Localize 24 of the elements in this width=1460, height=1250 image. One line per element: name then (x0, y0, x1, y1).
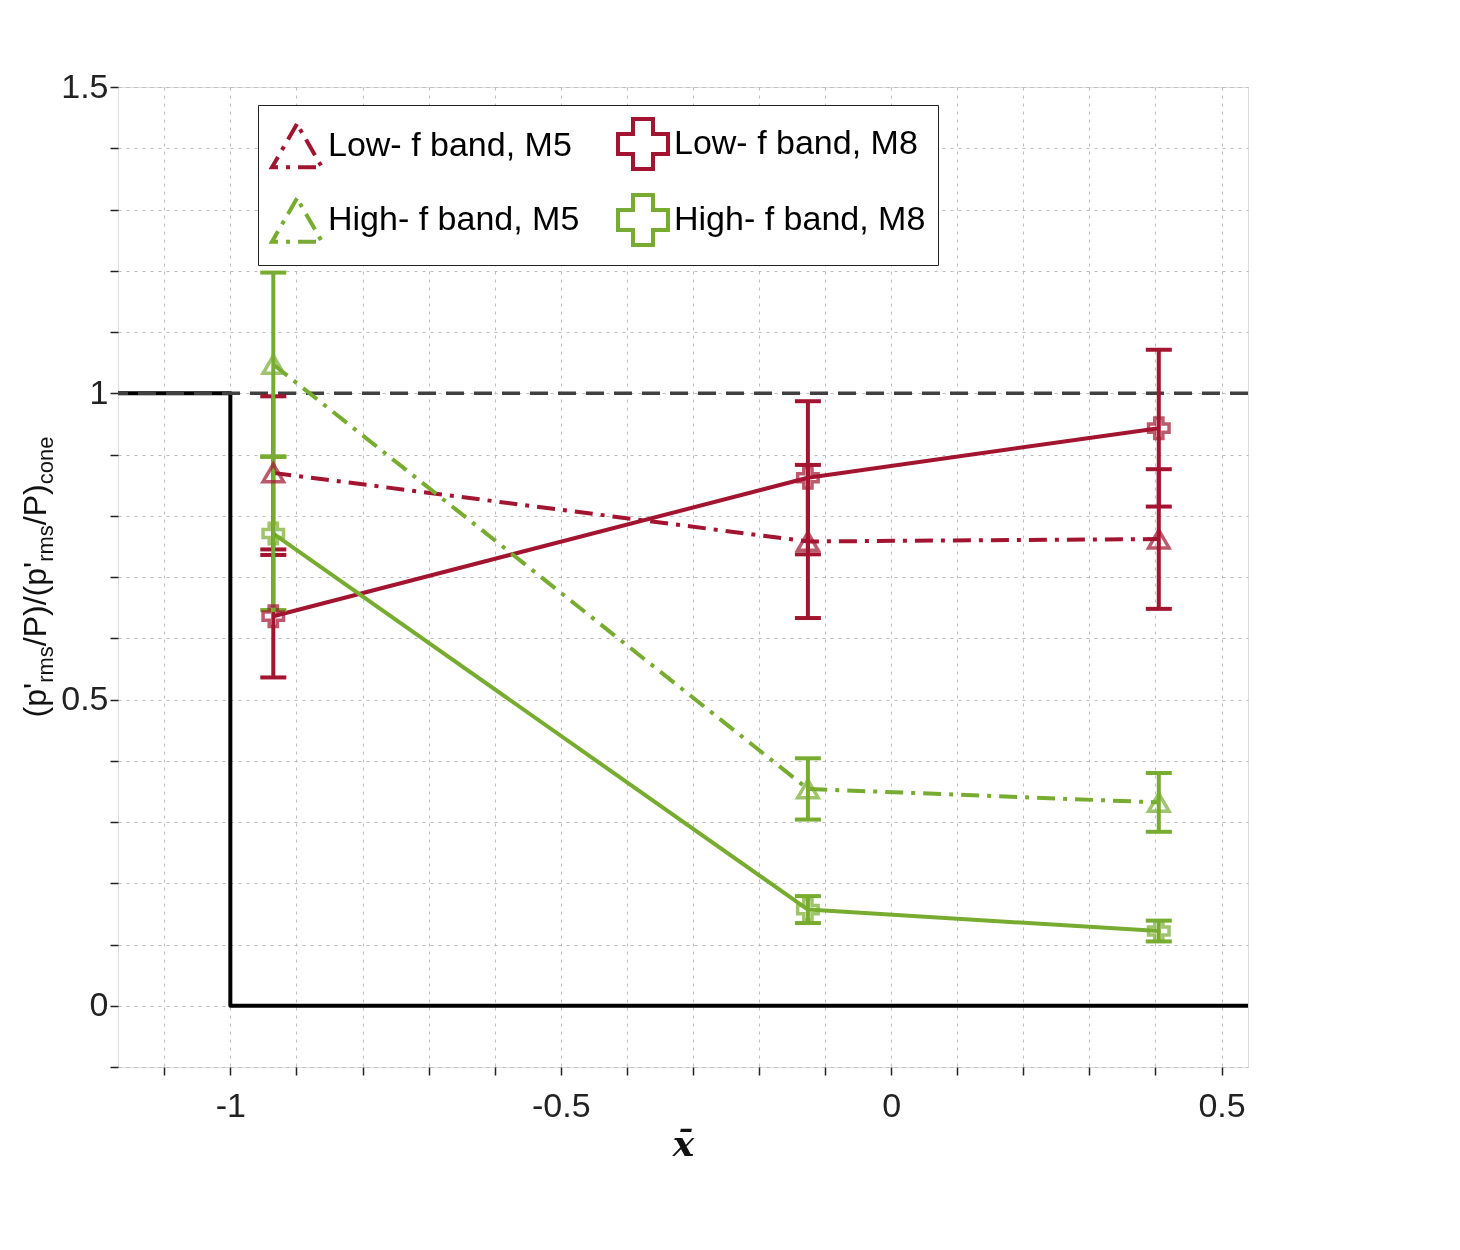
x-tick-label: 0 (882, 1085, 902, 1124)
y-tick-label: 0.5 (61, 679, 109, 717)
point (1146, 791, 1171, 814)
point (261, 604, 286, 629)
x-tick-label: 0.5 (1198, 1085, 1246, 1124)
point (795, 778, 820, 800)
x-tick-label: -0.5 (531, 1085, 591, 1124)
legend-label: Low- f band, M5 (328, 124, 572, 163)
y-tick-label: 1 (89, 372, 109, 411)
legend-label: Low- f band, M8 (674, 123, 918, 161)
y-axis-title: (p'rms/P)/(p'rms/P)cone (17, 436, 58, 718)
y-tick-label: 1.5 (61, 66, 109, 105)
point (261, 462, 286, 484)
point (795, 465, 820, 490)
x-tick-label: -1 (215, 1085, 246, 1124)
point (795, 530, 820, 553)
point (1146, 528, 1171, 550)
x-axis-title: x̄ (671, 1121, 695, 1164)
y-tick-label: 0 (89, 985, 109, 1024)
point (261, 353, 286, 376)
point (1146, 416, 1171, 441)
point (261, 521, 286, 546)
legend-label: High- f band, M5 (328, 199, 580, 237)
legend-label: High- f band, M8 (674, 199, 926, 237)
